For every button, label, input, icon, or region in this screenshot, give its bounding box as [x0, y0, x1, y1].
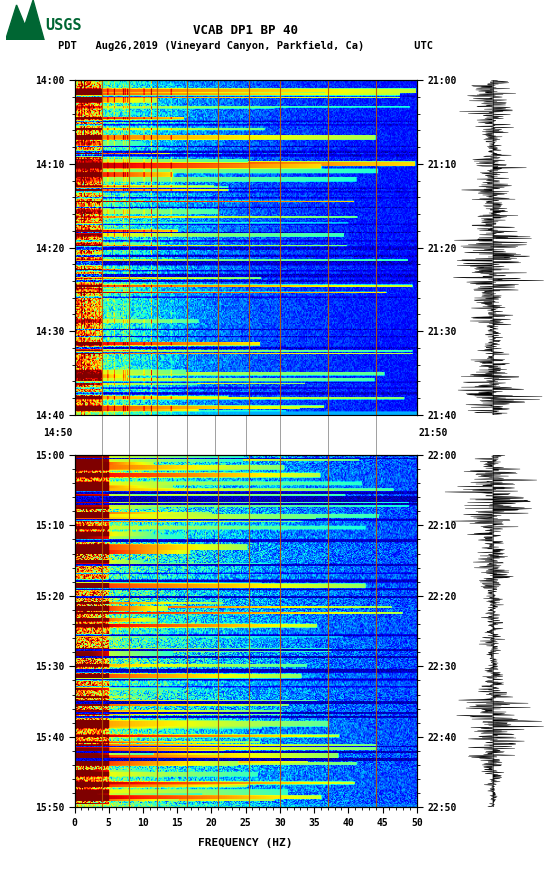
Text: VCAB DP1 BP 40: VCAB DP1 BP 40: [193, 24, 298, 37]
Polygon shape: [6, 0, 44, 40]
Text: 21:50: 21:50: [418, 428, 448, 438]
Text: FREQUENCY (HZ): FREQUENCY (HZ): [198, 838, 293, 848]
Text: 14:50: 14:50: [44, 428, 73, 438]
Text: PDT   Aug26,2019 (Vineyard Canyon, Parkfield, Ca)        UTC: PDT Aug26,2019 (Vineyard Canyon, Parkfie…: [58, 41, 433, 52]
Text: USGS: USGS: [45, 18, 82, 33]
